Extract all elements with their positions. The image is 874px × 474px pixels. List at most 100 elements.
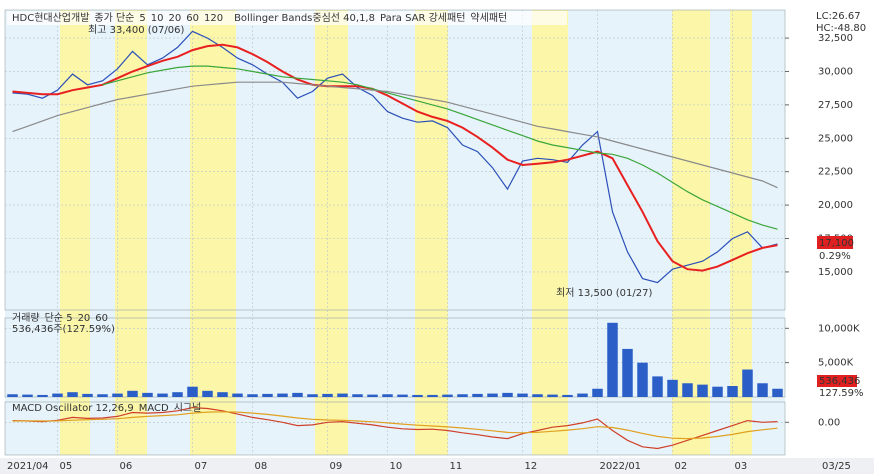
volume-bar [592,388,603,397]
period-highlight [532,10,568,455]
volume-bar [157,393,168,397]
volume-bar [682,383,693,397]
y-tick-label: 0.00 [818,417,840,428]
hc-label: HC:-48.80 [816,23,866,34]
volume-bar [772,388,783,397]
y-tick-label: 10,000K [818,323,860,334]
legend-text: 거래량 [12,312,40,324]
volume-bar [727,386,738,397]
volume-bar [202,390,213,397]
y-tick-label: 30,000 [818,66,853,77]
volume-bar [7,394,18,397]
legend-text: 약세패턴 [470,12,507,24]
legend-text: 20 [78,313,91,324]
panel-frame [4,401,786,456]
y-tick-label: 20,000 [818,200,853,211]
y-tick-label: 25,000 [818,133,853,144]
legend-entry: MACD [139,403,169,414]
change: 0.29% [819,251,851,262]
volume-bar [532,394,543,397]
legend-text: Para SAR 강세패턴 [380,12,465,24]
volume-bar [757,383,768,397]
x-tick-label: 02 [675,461,688,472]
volume-bar [442,394,453,397]
volume-bar [172,392,183,397]
legend-text: MACD Oscillator 12,26,9 [12,403,134,414]
volume-summary: 536,436주(127.59%) [12,324,115,335]
volume-bar [97,394,108,397]
volume-bar [697,384,708,397]
last-price: 17,100 [819,238,854,249]
lc-label: LC:26.67 [816,11,861,22]
period-highlight [730,10,752,455]
y-tick-label: 5,000K [818,358,854,369]
annotation: 최고 33,400 (07/06) [88,24,184,36]
legend-text: 종가 단순 [94,12,134,24]
x-end-label: 03/25 [822,461,851,472]
volume-bar [52,393,63,397]
volume-bar [307,394,318,397]
volume-bar [517,393,528,397]
series-line [102,65,778,230]
volume-bar [127,390,138,397]
x-tick-label: 03 [735,461,748,472]
x-tick-label: 12 [525,461,538,472]
x-axis-band [0,458,874,474]
x-tick-label: 06 [120,461,133,472]
legend-entry: 시그널 [174,402,202,414]
annotation: 최저 13,500 (01/27) [556,287,652,299]
series-line [12,43,778,272]
legend-text: HDC현대산업개발 [12,11,89,24]
x-tick-label: 09 [330,461,343,472]
series-line [12,81,778,189]
period-highlight [60,10,90,455]
volume-bar [607,322,618,397]
period-highlight [415,10,448,455]
period-highlight [672,10,710,455]
legend-entry: 120 [204,13,223,24]
volume-bar [382,394,393,397]
legend-text: Bollinger Bands중심선 40,1,8 [234,12,375,24]
volume-bar [577,393,588,397]
volume-bar [367,394,378,397]
volume-bar [412,394,423,397]
volume-bar [262,393,273,397]
last-volume: 536,436 [819,376,860,387]
volume-bar [502,392,513,397]
volume-bar [457,394,468,397]
volume-bar [247,394,258,397]
x-tick-label: 10 [390,461,403,472]
x-tick-label: 11 [450,461,463,472]
volume-bar [472,393,483,397]
volume-bar [82,393,93,397]
x-tick-label: 07 [195,461,208,472]
volume-bar [37,394,48,397]
panel-backgrounds [5,10,785,455]
panel-frame [4,9,786,311]
x-tick-label: 08 [255,461,268,472]
legend-text: 5 [139,13,145,24]
volume-bar [562,394,573,397]
legend-bg [7,11,567,25]
legend-text: 10 [151,13,164,24]
volume-bar [232,393,243,397]
volume-bar [142,392,153,397]
volume-bar [622,348,633,397]
y-tick-label: 15,000 [818,267,853,278]
volume-bar [352,394,363,397]
volume-bar [217,392,228,397]
period-highlight [115,10,147,455]
legend-entry: 60 [186,13,199,24]
volume-ratio: 127.59% [819,388,864,399]
legend-text: 60 [95,313,108,324]
series-line [12,411,778,440]
volume-bar [112,393,123,397]
volume-bar [487,393,498,397]
volume-bar [322,393,333,397]
volume-bar [67,392,78,397]
volume-bar [652,376,663,397]
x-tick-label: 2021/04 [7,461,49,472]
legend-entry: 20 [169,13,182,24]
x-tick-label: 2022/01 [600,461,642,472]
